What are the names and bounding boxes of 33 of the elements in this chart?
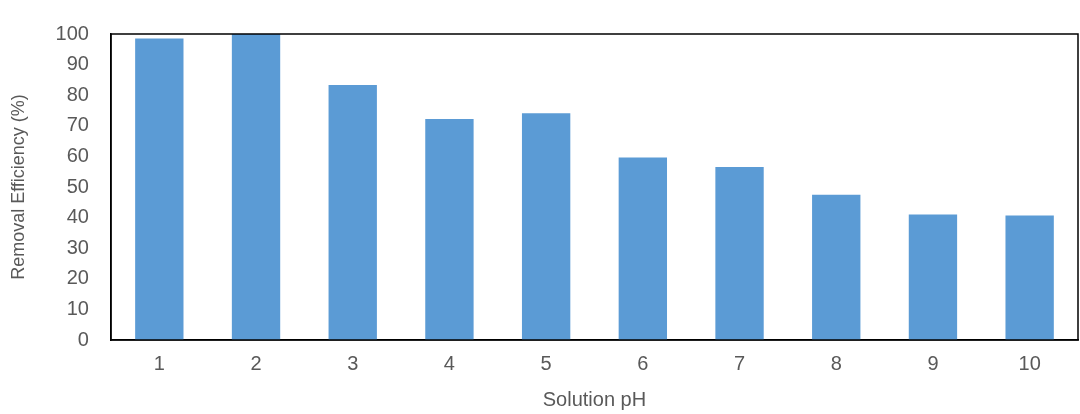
y-tick-label: 20	[66, 266, 89, 289]
y-tick-label: 40	[66, 205, 89, 228]
y-tick-label: 90	[66, 52, 89, 75]
bar	[908, 214, 958, 340]
bar	[135, 38, 184, 340]
y-tick-label: 60	[66, 143, 89, 166]
x-tick-label: 6	[637, 351, 649, 374]
bar	[715, 167, 764, 340]
bar	[425, 119, 474, 340]
x-tick-label: 5	[540, 351, 552, 374]
y-tick-label: 80	[66, 82, 89, 105]
y-axis-title: Removal Efficiency (%)	[7, 94, 28, 280]
bar	[328, 85, 377, 340]
y-tick-label: 50	[66, 174, 89, 197]
x-tick-label: 1	[153, 351, 165, 374]
y-tick-label: 70	[66, 113, 89, 136]
bar	[231, 34, 281, 340]
y-tick-label: 100	[55, 21, 89, 44]
y-tick-label: 30	[66, 235, 89, 258]
bar	[812, 194, 861, 340]
x-tick-label: 8	[830, 351, 842, 374]
x-tick-label: 4	[443, 351, 455, 374]
x-tick-label: 10	[1018, 351, 1041, 374]
bar	[1005, 215, 1054, 340]
x-tick-label: 9	[927, 351, 939, 374]
y-tick-label: 0	[77, 327, 89, 350]
bar	[618, 157, 668, 340]
x-tick-label: 7	[733, 351, 746, 374]
bar	[521, 113, 571, 340]
x-tick-label: 2	[250, 351, 262, 374]
x-tick-label: 3	[347, 351, 359, 374]
y-tick-label: 10	[66, 296, 89, 319]
x-axis-title: Solution pH	[542, 387, 647, 410]
